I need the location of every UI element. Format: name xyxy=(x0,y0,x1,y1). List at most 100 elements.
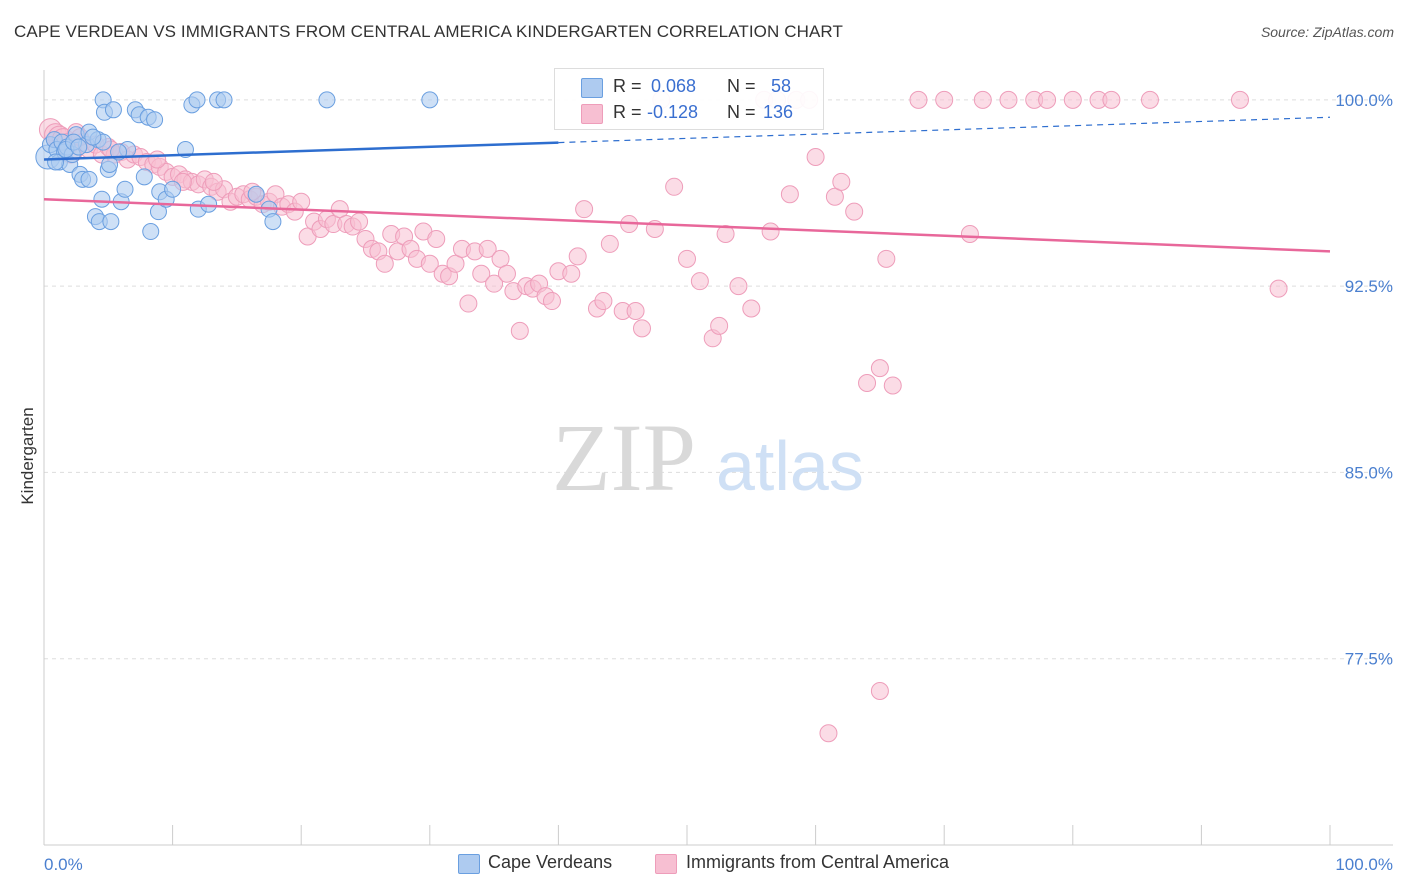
cape-verdean-point xyxy=(164,180,182,198)
cape-verdean-trend-line xyxy=(43,141,559,161)
legend-r-label: R = xyxy=(613,102,642,122)
central-america-point xyxy=(909,90,928,109)
cape-verdean-point xyxy=(47,153,65,171)
central-america-point xyxy=(330,200,349,219)
chart-title: CAPE VERDEAN VS IMMIGRANTS FROM CENTRAL … xyxy=(14,22,843,41)
y-axis-title: Kindergarten xyxy=(18,407,37,504)
central-america-point xyxy=(973,90,992,109)
cape-verdean-point xyxy=(318,91,336,109)
central-america-point xyxy=(690,272,709,291)
legend-row-cape-verdeans: R = 0.068 N = 58 xyxy=(555,74,823,100)
axis-labels: 100.0% 92.5% 85.0% 77.5% 0.0% 100.0% Kindergar… xyxy=(18,91,1393,874)
x-tick-label: 0.0% xyxy=(44,855,83,874)
watermark: ZIP atlas xyxy=(552,404,864,511)
chart-source: Source: ZipAtlas.com xyxy=(1260,24,1394,40)
cape-verdean-point xyxy=(142,223,160,241)
central-america-point xyxy=(568,247,587,266)
y-tick-label: 92.5% xyxy=(1345,277,1393,296)
cape-verdean-point xyxy=(421,91,439,109)
legend-r-value: 0.068 xyxy=(651,76,697,96)
central-america-point xyxy=(806,147,825,166)
grid-lines xyxy=(44,99,1393,660)
central-america-point xyxy=(710,316,729,335)
cape-verdean-point xyxy=(116,180,134,198)
central-america-points xyxy=(38,90,1288,743)
legend-n-value: 58 xyxy=(771,76,792,96)
axes xyxy=(43,70,1393,846)
central-america-trend-line xyxy=(43,197,1331,253)
legend-swatch-blue xyxy=(581,78,603,98)
cape-verdean-point xyxy=(264,213,282,231)
cape-verdean-trend-extension xyxy=(558,116,1331,144)
legend-r-label: R = xyxy=(613,76,642,96)
central-america-point xyxy=(858,374,877,393)
central-america-point xyxy=(960,224,979,243)
central-america-point xyxy=(420,254,439,273)
central-america-point xyxy=(832,172,851,191)
central-america-point xyxy=(292,192,311,211)
x-tick-label: 100.0% xyxy=(1335,855,1393,874)
cape-verdean-points xyxy=(35,91,439,241)
central-america-point xyxy=(485,274,504,293)
central-america-point xyxy=(845,202,864,221)
central-america-point xyxy=(594,292,613,311)
central-america-point xyxy=(761,222,780,241)
correlation-legend: R = 0.068 N = 58 R = -0.128 N = 136 xyxy=(554,68,824,130)
central-america-point xyxy=(497,264,516,283)
legend-swatch-cape-verdeans xyxy=(458,854,480,874)
central-america-point xyxy=(472,264,491,283)
central-america-point xyxy=(819,724,838,743)
legend-row-central-america: R = -0.128 N = 136 xyxy=(555,100,823,126)
cape-verdean-point xyxy=(146,111,164,129)
central-america-point xyxy=(600,234,619,253)
central-america-point xyxy=(1063,90,1082,109)
cape-verdean-point xyxy=(188,91,206,109)
legend-swatch-central-america xyxy=(655,854,677,874)
series-legend: Cape Verdeans Immigrants from Central Am… xyxy=(0,852,1406,878)
cape-verdean-point xyxy=(102,213,120,231)
legend-r-value: -0.128 xyxy=(647,102,699,122)
central-america-point xyxy=(1230,90,1249,109)
cape-verdean-point xyxy=(80,170,98,188)
central-america-point xyxy=(870,682,889,701)
cape-verdean-point xyxy=(215,91,233,109)
central-america-point xyxy=(1038,90,1057,109)
legend-label-cape-verdeans: Cape Verdeans xyxy=(488,852,613,872)
y-tick-label: 77.5% xyxy=(1345,650,1393,669)
central-america-point xyxy=(1269,279,1288,298)
central-america-point xyxy=(510,321,529,340)
trend-lines xyxy=(43,116,1331,253)
y-tick-label: 85.0% xyxy=(1345,463,1393,482)
central-america-point xyxy=(999,90,1018,109)
y-tick-label: 100.0% xyxy=(1335,91,1393,110)
central-america-point xyxy=(626,301,645,320)
central-america-point xyxy=(678,249,696,268)
central-america-point xyxy=(742,299,761,318)
central-america-point xyxy=(446,254,465,273)
central-america-point xyxy=(491,249,510,268)
legend-label-central-america: Immigrants from Central America xyxy=(686,852,950,872)
legend-n-value: 136 xyxy=(763,102,794,122)
central-america-point xyxy=(632,319,651,338)
central-america-point xyxy=(375,254,394,273)
central-america-point xyxy=(350,212,369,231)
central-america-point xyxy=(542,292,561,311)
central-america-point xyxy=(1102,90,1121,109)
central-america-point xyxy=(729,277,748,296)
central-america-point xyxy=(204,172,223,191)
legend-swatch-pink xyxy=(581,104,603,124)
central-america-point xyxy=(1140,90,1159,109)
cape-verdean-point xyxy=(104,101,122,119)
cape-verdean-point xyxy=(84,128,102,146)
legend-n-label: N = xyxy=(727,76,756,96)
central-america-point xyxy=(877,249,896,268)
cape-verdean-point xyxy=(135,168,153,186)
central-america-point xyxy=(562,264,581,283)
legend-n-label: N = xyxy=(727,102,756,122)
cape-verdean-point xyxy=(93,190,111,208)
watermark-atlas: atlas xyxy=(716,427,864,505)
central-america-point xyxy=(780,185,799,204)
central-america-point xyxy=(935,90,954,109)
central-america-point xyxy=(716,224,735,243)
